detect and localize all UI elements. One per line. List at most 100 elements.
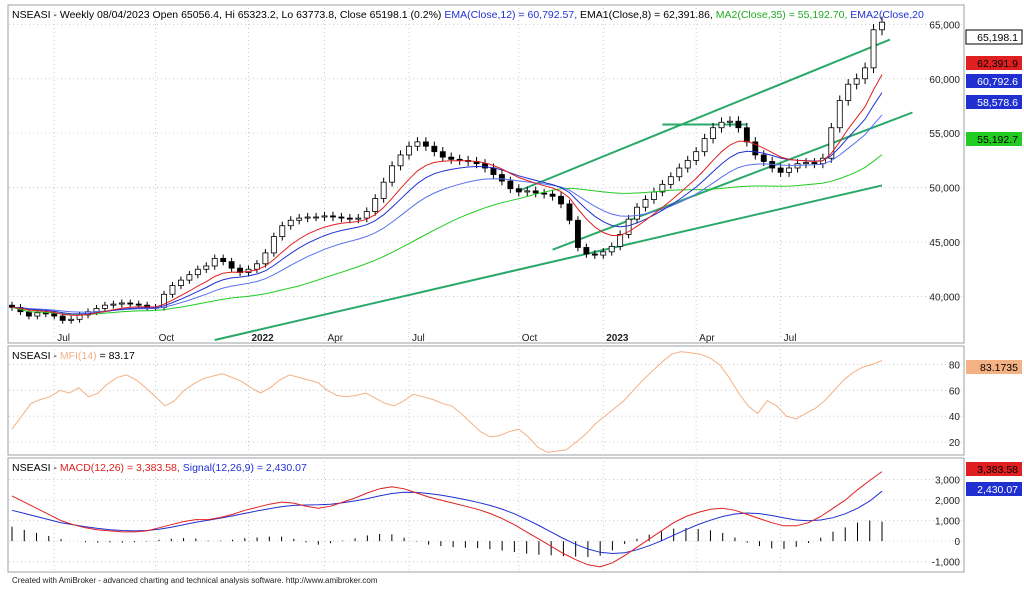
signal-value-tag-bg bbox=[966, 482, 1022, 496]
candle-body bbox=[836, 100, 843, 129]
price-x-tick: Oct bbox=[522, 333, 538, 344]
candle-body bbox=[372, 198, 379, 212]
candle-body bbox=[397, 154, 404, 167]
candle-body bbox=[127, 302, 134, 305]
ma35-value-tag-bg bbox=[966, 132, 1022, 146]
candle-body bbox=[879, 21, 885, 31]
candle-body bbox=[169, 285, 176, 295]
candle-body bbox=[667, 176, 674, 185]
candle-body bbox=[600, 251, 607, 256]
mfi-header-symbol: NSEASI bbox=[12, 350, 51, 362]
candle-body bbox=[482, 163, 488, 169]
candle-body bbox=[51, 313, 58, 317]
macd-panel-frame bbox=[7, 457, 965, 573]
candle-body bbox=[296, 217, 303, 221]
ema12-line bbox=[11, 92, 883, 315]
candle-body bbox=[549, 193, 556, 197]
price-x-tick: 2022 bbox=[252, 333, 275, 344]
ema20-value-tag-bg bbox=[966, 95, 1022, 109]
candle-body bbox=[760, 154, 767, 162]
candle-body bbox=[803, 162, 809, 165]
candle-body bbox=[558, 195, 564, 205]
candle-body bbox=[431, 145, 438, 153]
price-y-tick: 55,000 bbox=[929, 129, 960, 140]
macd-header-sep: - bbox=[51, 462, 60, 474]
candle-body bbox=[498, 174, 505, 182]
price-header-symbol: NSEASI bbox=[12, 9, 51, 21]
candle-body bbox=[422, 141, 429, 147]
candle-body bbox=[693, 151, 700, 161]
macd-line bbox=[11, 471, 883, 568]
ema20-value-tag: 58,578.6 bbox=[977, 97, 1018, 109]
macd-y-tick: 2,000 bbox=[935, 496, 960, 507]
axis-labels: 40,000 45,000 50,000 55,000 60,000 65,000 Jul O… bbox=[57, 20, 960, 568]
macd-header-symbol: NSEASI bbox=[12, 462, 51, 474]
price-y-tick: 65,000 bbox=[929, 20, 960, 31]
price-x-tick: Apr bbox=[328, 333, 344, 344]
signal-value-tag: 2,430.07 bbox=[977, 484, 1018, 496]
candle-body bbox=[794, 163, 801, 169]
mfi-y-tick: 20 bbox=[949, 438, 961, 449]
candle-body bbox=[135, 303, 142, 306]
mfi-header-indicator: MFI(14) bbox=[60, 350, 97, 362]
close-value-tag: 65,198.1 bbox=[977, 32, 1018, 44]
candle-body bbox=[752, 141, 759, 156]
candle-body bbox=[617, 234, 624, 247]
price-y-tick: 40,000 bbox=[929, 292, 960, 303]
candle-body bbox=[448, 156, 455, 160]
macd-y-tick: 3,000 bbox=[935, 476, 960, 487]
macd-y-tick: 0 bbox=[954, 537, 960, 548]
macd-value-tag: 3,383.58 bbox=[977, 464, 1018, 476]
macd-header: NSEASI - MACD(12,26) = 3,383.58, Signal(… bbox=[12, 462, 307, 474]
candle-body bbox=[25, 311, 32, 317]
footer-credit: Created with AmiBroker - advanced charti… bbox=[12, 576, 378, 585]
candle-body bbox=[684, 159, 691, 169]
macd-y-tick: -1,000 bbox=[932, 558, 961, 569]
price-header: NSEASI - Weekly 08/04/2023 Open 65056.4,… bbox=[12, 9, 924, 21]
candle-body bbox=[676, 167, 683, 178]
candle-body bbox=[59, 315, 66, 321]
mfi-line bbox=[11, 351, 883, 453]
candle-body bbox=[862, 67, 869, 80]
candle-body bbox=[743, 127, 750, 143]
ema12-header: EMA(Close,12) = 60,792.57, bbox=[444, 9, 577, 21]
candle-body bbox=[515, 188, 522, 193]
candle-body bbox=[532, 190, 539, 194]
candle-body bbox=[659, 183, 666, 193]
candle-body bbox=[186, 274, 193, 281]
price-x-tick: Jul bbox=[412, 333, 425, 344]
candle-body bbox=[777, 167, 784, 173]
candle-body bbox=[194, 268, 201, 276]
candle-body bbox=[321, 215, 328, 218]
candle-body bbox=[406, 145, 412, 156]
candle-body bbox=[811, 162, 818, 165]
candle-body bbox=[101, 304, 108, 309]
candle-body bbox=[355, 217, 362, 220]
ma35-line bbox=[11, 154, 883, 316]
signal-line bbox=[11, 490, 883, 555]
candle-body bbox=[853, 78, 860, 85]
candle-body bbox=[211, 257, 218, 267]
candle-body bbox=[642, 199, 649, 208]
candle-body bbox=[439, 151, 446, 158]
ema20-header: EMA2(Close,20 bbox=[847, 9, 924, 21]
candle-body bbox=[177, 279, 184, 286]
candle-body bbox=[608, 245, 615, 253]
candle-body bbox=[287, 219, 294, 227]
price-x-tick: Jul bbox=[784, 333, 797, 344]
ma35-header: MA2(Close,35) = 55,192.70, bbox=[713, 9, 848, 21]
moving-averages bbox=[11, 74, 883, 316]
candle-body bbox=[220, 257, 227, 263]
candle-body bbox=[380, 181, 387, 199]
candle-body bbox=[583, 247, 590, 255]
macd-y-tick: 1,000 bbox=[935, 517, 960, 528]
candle-body bbox=[228, 261, 235, 269]
candle-body bbox=[845, 83, 852, 101]
mfi-header: NSEASI - MFI(14) = 83.17 bbox=[12, 350, 135, 362]
mfi-panel-frame bbox=[7, 345, 965, 456]
grid-lines bbox=[9, 8, 963, 570]
price-y-tick: 60,000 bbox=[929, 75, 960, 86]
trend-line bbox=[552, 111, 913, 251]
